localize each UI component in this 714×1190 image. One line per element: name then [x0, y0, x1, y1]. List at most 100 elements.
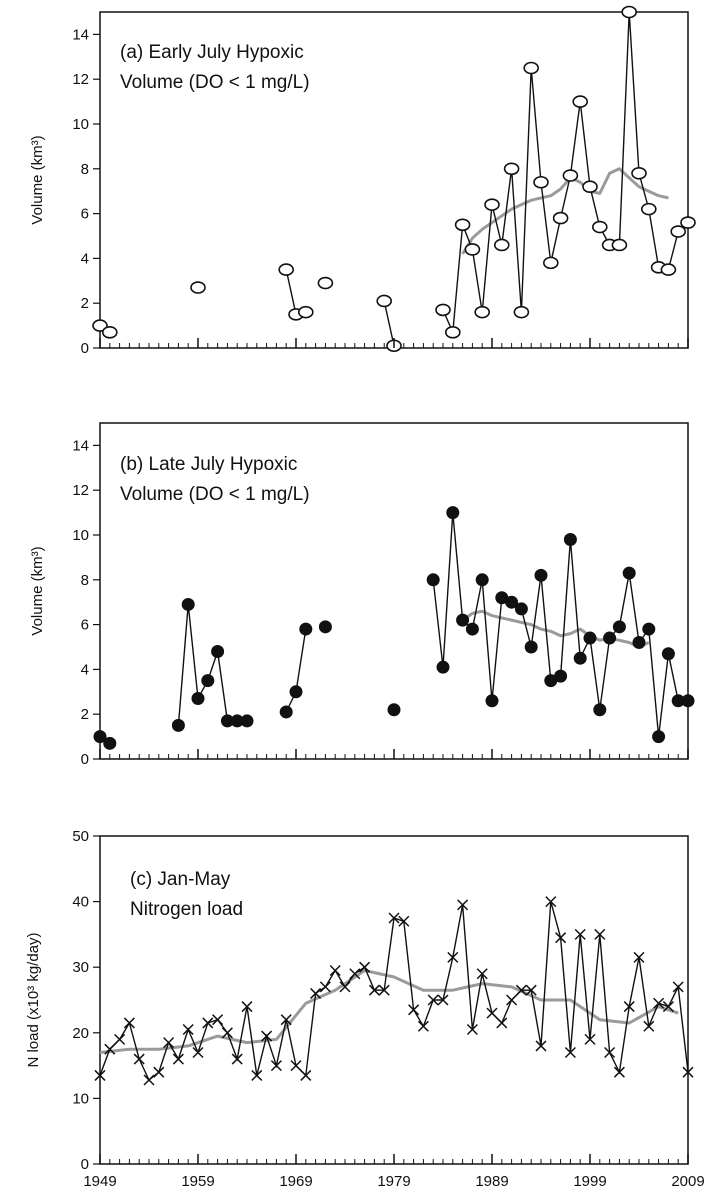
data-point	[446, 506, 460, 520]
data-point	[103, 736, 117, 750]
data-point	[533, 175, 549, 189]
data-point	[670, 225, 687, 238]
data-point	[552, 211, 569, 225]
data-point	[92, 319, 108, 332]
data-point	[652, 730, 666, 744]
data-point	[231, 1053, 243, 1065]
data-point	[653, 997, 665, 1009]
data-point	[444, 326, 461, 339]
panel-a: 0 2 4 6 8 10 12 14 Volume (km³) (a) Early July …	[29, 5, 696, 357]
data-point	[435, 303, 451, 317]
data-point	[631, 166, 647, 180]
y-tick-label: 10	[72, 1090, 89, 1107]
series-line	[177, 604, 247, 726]
data-point	[408, 1004, 420, 1016]
data-point	[680, 216, 696, 229]
y-tick-label: 10	[72, 527, 89, 544]
data-point	[102, 326, 118, 339]
data-point	[633, 951, 645, 963]
data-point	[603, 631, 617, 645]
data-point	[474, 305, 491, 319]
panel-b: 0 2 4 6 8 10 12 14 Volume (km³) (b) Late July H…	[29, 422, 695, 768]
data-point	[485, 694, 499, 708]
data-point	[660, 263, 677, 276]
data-point	[621, 5, 638, 19]
data-point	[513, 305, 530, 319]
data-point	[583, 631, 597, 645]
x-tick-label: 1959	[181, 1173, 214, 1190]
data-point	[241, 1001, 253, 1013]
data-point	[349, 968, 361, 980]
data-point	[171, 718, 185, 732]
data-point	[310, 987, 322, 999]
axis-ticks: 0 2 4 6 8 10 12 14	[72, 437, 689, 768]
data-point	[182, 1023, 194, 1036]
data-point	[642, 622, 656, 636]
data-point	[661, 647, 675, 661]
data-point	[554, 669, 568, 683]
data-point	[505, 595, 519, 609]
y-tick-label: 8	[81, 161, 89, 178]
data-point	[221, 1027, 233, 1039]
data-point	[484, 198, 500, 211]
data-point	[143, 1074, 155, 1086]
axis-ticks: 0 10 20 30 40 50 1949 1959 1969 1979 1989 1999 2009	[72, 828, 704, 1190]
data-point	[190, 281, 206, 294]
y-tick-label: 4	[81, 661, 89, 678]
data-point	[604, 1046, 616, 1059]
data-point	[476, 968, 488, 980]
series-line	[383, 300, 395, 346]
data-point	[280, 1014, 292, 1026]
x-tick-label: 1979	[377, 1173, 410, 1190]
data-point	[376, 294, 393, 308]
x-tick-label: 1999	[573, 1173, 606, 1190]
data-point	[457, 899, 469, 911]
data-point	[563, 532, 577, 546]
data-point	[496, 1017, 508, 1029]
y-axis-title: N load (x10³ kg/day)	[25, 932, 42, 1067]
x-tick-label: 1969	[279, 1173, 312, 1190]
data-point	[339, 981, 351, 993]
y-tick-label: 6	[81, 206, 89, 223]
data-point	[163, 1037, 175, 1049]
data-point	[486, 1007, 498, 1019]
y-tick-label: 0	[81, 340, 89, 357]
series-group	[94, 896, 694, 1086]
panel-title-line2: Volume (DO < 1 mg/L)	[120, 72, 310, 93]
data-point	[503, 162, 520, 176]
data-point	[475, 573, 489, 587]
data-point	[493, 238, 510, 252]
data-point	[359, 961, 371, 973]
data-point	[574, 928, 586, 940]
panel-title-line2: Nitrogen load	[130, 899, 243, 920]
data-point	[172, 1053, 184, 1065]
data-point	[417, 1020, 429, 1032]
y-tick-label: 2	[81, 295, 89, 312]
panel-title-line1: (a) Early July Hypoxic	[120, 42, 304, 63]
data-point	[290, 1060, 302, 1072]
data-point	[318, 620, 332, 634]
data-point	[572, 95, 589, 108]
data-point	[427, 994, 439, 1006]
data-point	[297, 305, 314, 319]
data-point	[211, 644, 225, 658]
data-point	[613, 1066, 625, 1078]
x-tick-label: 1949	[83, 1173, 116, 1190]
data-point	[612, 620, 626, 634]
data-point	[436, 660, 450, 674]
panel-title-line2: Volume (DO < 1 mg/L)	[120, 484, 310, 505]
y-tick-label: 20	[72, 1025, 89, 1042]
smoothed-trend-line	[99, 969, 679, 1054]
data-point	[464, 243, 481, 256]
y-axis-title: Volume (km³)	[29, 546, 46, 635]
y-tick-label: 0	[81, 751, 89, 768]
data-point	[662, 1001, 674, 1013]
x-tick-label: 1989	[475, 1173, 508, 1190]
x-tick-label: 2009	[671, 1173, 704, 1190]
series-line	[285, 628, 307, 713]
data-point	[562, 169, 579, 182]
data-point	[104, 1043, 116, 1055]
y-tick-label: 14	[72, 437, 89, 454]
data-point	[573, 651, 587, 665]
